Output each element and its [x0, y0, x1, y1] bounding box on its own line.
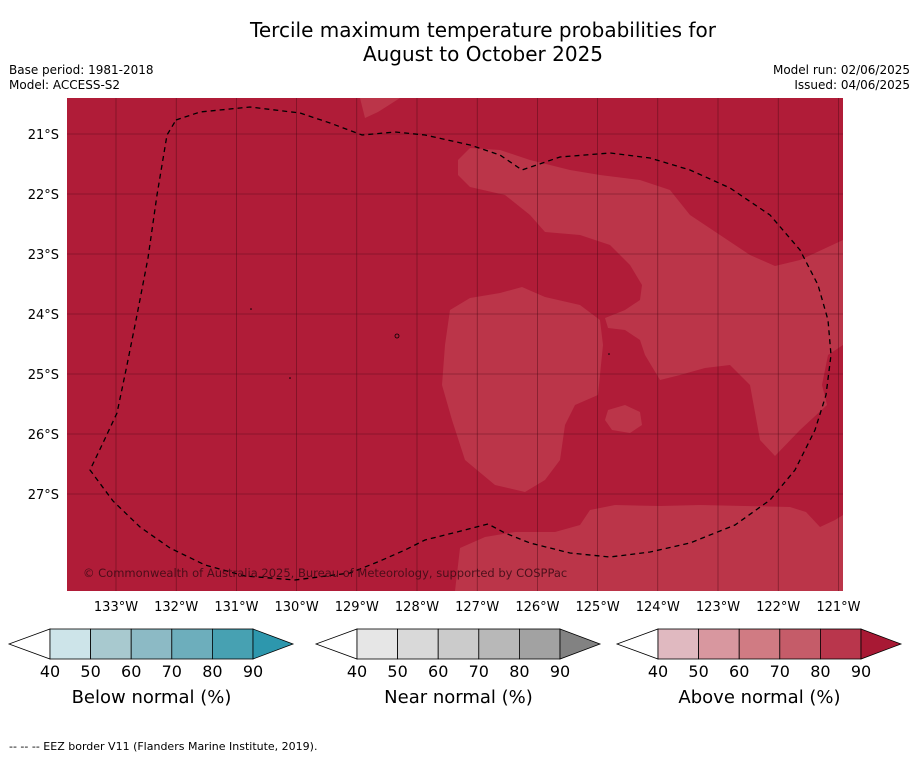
colorbar-title: Above normal (%)	[678, 687, 840, 708]
colorbar-tick-label: 70	[469, 662, 489, 681]
longitude-labels: 133°W 132°W 131°W 130°W 129°W 128°W 127°W 126°W…	[94, 600, 861, 615]
latitude-labels: 21°S 22°S 23°S 24°S 25°S 26°S 27°S	[28, 128, 59, 503]
model-run: Model run: 02/06/2025	[772, 63, 910, 77]
above-normal-80-region	[455, 505, 843, 591]
lon-tick-label: 132°W	[154, 600, 198, 615]
eez-footnote: -- -- -- EEZ border V11 (Flanders Marine…	[9, 740, 318, 753]
chart-title: Tercile maximum temperature probabilitie…	[0, 18, 919, 66]
meta-right: Model run: 02/06/2025 Issued: 04/06/2025	[773, 63, 910, 93]
lon-tick-label: 128°W	[395, 600, 439, 615]
above-normal-80-region	[442, 287, 603, 492]
lon-tick-label: 129°W	[335, 600, 379, 615]
lon-tick-label: 123°W	[696, 600, 740, 615]
colorbar-segment	[397, 628, 439, 660]
colorbar-tick-label: 80	[202, 662, 222, 681]
island-marker	[289, 377, 291, 379]
island-marker	[394, 333, 400, 339]
colorbar-segment	[820, 628, 862, 660]
colorbar-tick-label: 90	[243, 662, 263, 681]
lon-tick-label: 121°W	[816, 600, 860, 615]
colorbar: 40 50 60 70 80 90 Near normal (%)	[314, 628, 602, 708]
island-marker	[250, 308, 252, 310]
lat-tick-label: 21°S	[28, 128, 59, 143]
title-line-2: August to October 2025	[362, 42, 604, 66]
colorbar-tick-label: 80	[509, 662, 529, 681]
lat-tick-label: 25°S	[28, 368, 59, 383]
colorbar-tick-label: 50	[387, 662, 407, 681]
lat-tick-label: 22°S	[28, 188, 59, 203]
model-name: Model: ACCESS-S2	[9, 78, 121, 92]
base-period: Base period: 1981-2018	[9, 63, 154, 77]
colorbar-extension-low	[314, 628, 358, 660]
above-normal-80-region	[605, 405, 642, 433]
colorbar-segment	[779, 628, 821, 660]
colorbar-extension-high	[559, 628, 602, 660]
meta-left: Base period: 1981-2018 Model: ACCESS-S2	[9, 63, 154, 93]
colorbar-segment	[738, 628, 781, 660]
colorbar-tick-label: 70	[162, 662, 182, 681]
colorbar-segment	[657, 628, 699, 660]
island-marker	[608, 353, 610, 355]
lat-tick-label: 24°S	[28, 308, 59, 323]
map-gridlines	[67, 98, 843, 591]
issued-date: Issued: 04/06/2025	[794, 78, 910, 92]
colorbar-segment	[171, 628, 213, 660]
lon-tick-label: 133°W	[94, 600, 138, 615]
colorbar: 40 50 60 70 80 90 Above normal (%)	[615, 628, 903, 708]
colorbar-tick-label: 60	[121, 662, 141, 681]
lat-tick-label: 26°S	[28, 428, 59, 443]
colorbar-segment	[437, 628, 480, 660]
colorbar-tick-label: 50	[688, 662, 708, 681]
colorbar-extension-low	[7, 628, 51, 660]
lat-tick-label: 27°S	[28, 488, 59, 503]
colorbar-segment	[211, 628, 254, 660]
lon-tick-label: 130°W	[275, 600, 319, 615]
colorbar-tick-label: 70	[770, 662, 790, 681]
lon-tick-label: 127°W	[455, 600, 499, 615]
colorbar-segment	[478, 628, 520, 660]
lon-tick-label: 124°W	[636, 600, 680, 615]
lon-tick-label: 122°W	[756, 600, 800, 615]
colorbar-extension-low	[615, 628, 659, 660]
colorbar-segment	[356, 628, 398, 660]
lon-tick-label: 126°W	[515, 600, 559, 615]
colorbar-segment	[519, 628, 561, 660]
colorbar-tick-label: 60	[428, 662, 448, 681]
colorbar-extension-high	[860, 628, 903, 660]
colorbar-tick-label: 50	[80, 662, 100, 681]
colorbar-tick-label: 90	[550, 662, 570, 681]
colorbar-title: Near normal (%)	[384, 687, 533, 708]
colorbar-segment	[130, 628, 173, 660]
colorbar-segment	[49, 628, 91, 660]
colorbar-tick-label: 90	[851, 662, 871, 681]
colorbar-tick-label: 40	[347, 662, 367, 681]
map-panel: © Commonwealth of Australia 2025, Bureau…	[67, 98, 843, 591]
colorbar-tick-label: 80	[810, 662, 830, 681]
colorbar-segment	[90, 628, 132, 660]
colorbar-title: Below normal (%)	[72, 687, 232, 708]
colorbar-segment	[698, 628, 740, 660]
colorbar-group: 40 50 60 70 80 90 Below normal (%) 40 50 60 70 80 90…	[7, 628, 903, 708]
colorbar-tick-label: 60	[729, 662, 749, 681]
above-normal-80-region	[458, 148, 843, 456]
colorbar-tick-label: 40	[648, 662, 668, 681]
colorbar-tick-label: 40	[40, 662, 60, 681]
above-normal-80-region	[360, 98, 400, 118]
lon-tick-label: 131°W	[214, 600, 258, 615]
colorbar: 40 50 60 70 80 90 Below normal (%)	[7, 628, 295, 708]
lon-tick-label: 125°W	[576, 600, 620, 615]
lat-tick-label: 23°S	[28, 248, 59, 263]
colorbar-extension-high	[252, 628, 295, 660]
title-line-1: Tercile maximum temperature probabilitie…	[250, 18, 716, 42]
copyright-text: © Commonwealth of Australia 2025, Bureau…	[83, 566, 567, 580]
